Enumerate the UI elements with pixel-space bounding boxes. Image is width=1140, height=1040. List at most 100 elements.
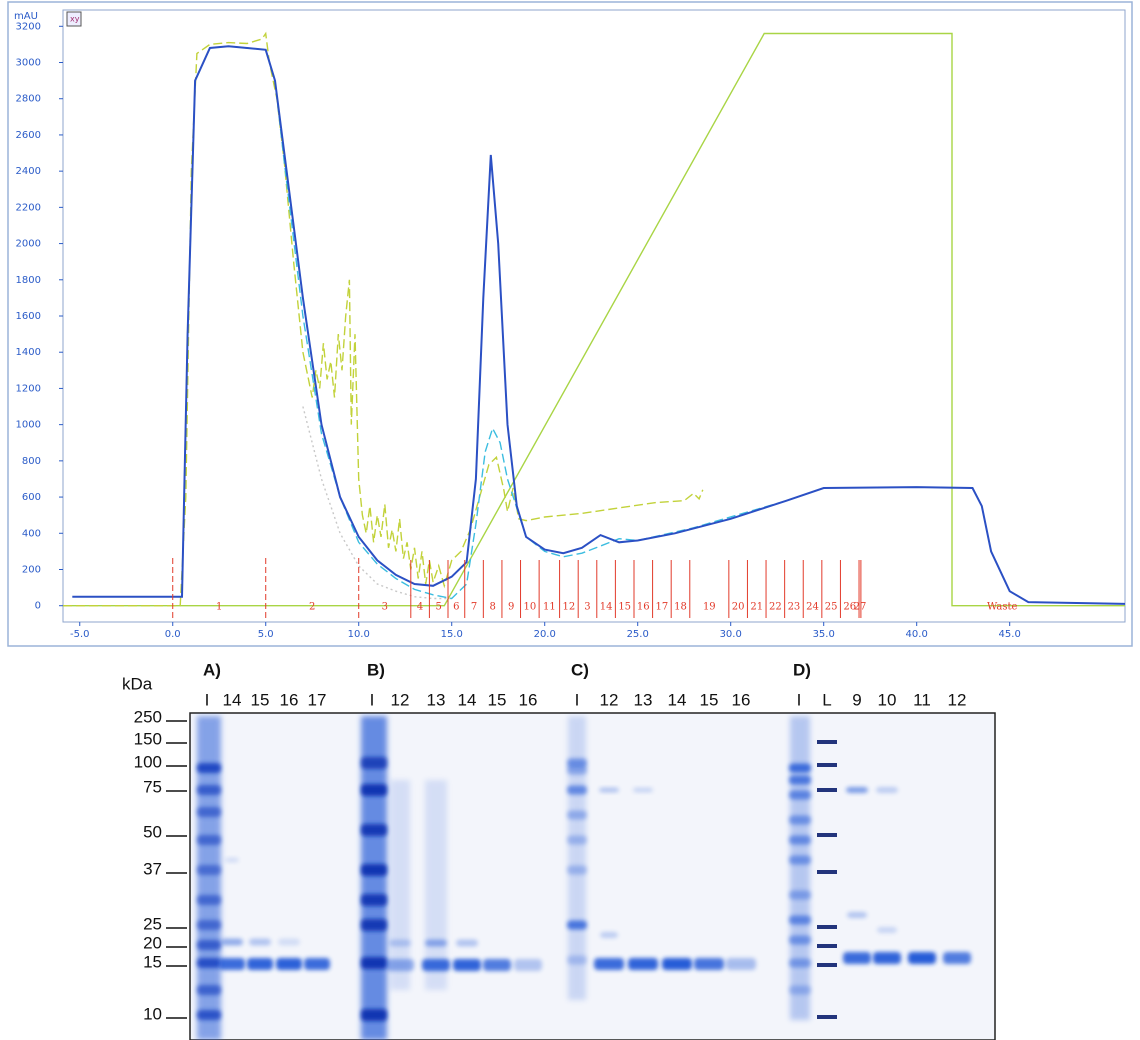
gel-band (197, 763, 221, 773)
y-tick-label: 2600 (16, 130, 41, 141)
gel-band (197, 940, 221, 950)
gel-band (225, 857, 239, 863)
y-tick-label: 200 (22, 564, 41, 575)
mw-label: 37 (143, 859, 162, 878)
gel-band (567, 835, 587, 845)
fraction-label: 4 (417, 602, 423, 613)
lane-label: 15 (488, 690, 507, 709)
toolbar-icon-glyph: xy (70, 15, 80, 24)
fraction-label: 1 (216, 602, 222, 613)
panel-label: C) (571, 660, 589, 679)
fraction-label: 7 (471, 602, 477, 613)
gel-band (843, 952, 871, 964)
fraction-label: 16 (637, 602, 650, 613)
gel-band (361, 757, 387, 769)
gel-smear (425, 780, 447, 990)
panel-label: D) (793, 660, 811, 679)
lane-label: 16 (732, 690, 751, 709)
toolbar-icon[interactable] (66, 11, 82, 27)
lane-label: L (822, 690, 831, 709)
fraction-label: 26 (843, 602, 856, 613)
x-tick-label: 40.0 (906, 629, 928, 640)
lane-label: 14 (223, 690, 242, 709)
y-tick-label: 800 (22, 456, 41, 467)
y-tick-label: 0 (35, 601, 41, 612)
gel-band (662, 958, 692, 970)
lane-label: 13 (427, 690, 446, 709)
gel-band (877, 927, 897, 933)
y-tick-label: 400 (22, 528, 41, 539)
x-tick-label: 30.0 (720, 629, 742, 640)
y-tick-label: 1600 (16, 311, 41, 322)
gel-bands (197, 716, 971, 1040)
gel-band (456, 939, 478, 947)
x-tick-label: -5.0 (70, 629, 90, 640)
gel-frame (189, 712, 996, 1040)
gel-band (514, 959, 542, 971)
lane-label: 12 (600, 690, 619, 709)
gel-band (197, 835, 221, 845)
gel-band (789, 775, 811, 785)
gel-band (453, 959, 481, 971)
panel-label: A) (203, 660, 221, 679)
gel-band (361, 824, 387, 836)
fraction-label: 21 (750, 602, 763, 613)
lane-label: 16 (519, 690, 538, 709)
ladder-band (817, 740, 837, 744)
gel-band (197, 1010, 221, 1020)
mw-label: 100 (134, 752, 162, 771)
fraction-label: 6 (453, 602, 459, 613)
lane-label: 17 (308, 690, 327, 709)
y-tick-label: 1400 (16, 347, 41, 358)
ladder-band (817, 1015, 837, 1019)
ladder-band (817, 788, 837, 792)
mw-label: 150 (134, 729, 162, 748)
gel-band (483, 959, 511, 971)
gel-band (789, 985, 811, 995)
y-tick-label: 3000 (16, 58, 41, 69)
plot-area (62, 9, 1126, 623)
y-tick-label: 3200 (16, 21, 41, 32)
gel-band (789, 855, 811, 865)
gel-band (694, 958, 724, 970)
gel-band (567, 920, 587, 930)
gel-band (567, 955, 587, 965)
x-tick-label: 5.0 (258, 629, 274, 640)
gel-band (422, 959, 450, 971)
y-axis-label: mAU (14, 11, 38, 22)
mw-label: 75 (143, 777, 162, 796)
lane-label: 16 (280, 690, 299, 709)
mw-label: 10 (143, 1004, 162, 1023)
lane-label: 11 (913, 690, 931, 709)
gel-band (361, 784, 387, 796)
fraction-label: 19 (703, 602, 716, 613)
series-line (63, 32, 1125, 607)
series-line (302, 406, 452, 600)
gel-band (628, 958, 658, 970)
fraction-label: 17 (656, 602, 669, 613)
fraction-label: 5 (436, 602, 442, 613)
gel-band (567, 765, 587, 775)
lane-label: 13 (634, 690, 653, 709)
lane-label: 12 (391, 690, 410, 709)
gel-band (249, 938, 271, 946)
gel-band (789, 915, 811, 925)
y-tick-label: 1200 (16, 383, 41, 394)
y-tick-label: 2000 (16, 239, 41, 250)
ladder-band (817, 833, 837, 837)
fraction-label: 23 (788, 602, 801, 613)
gel-band (361, 894, 387, 906)
gel-unit: kDa (122, 674, 153, 693)
ladder-band (817, 925, 837, 929)
lane-label: 15 (700, 690, 719, 709)
fraction-label: 18 (674, 602, 687, 613)
gel-band (567, 865, 587, 875)
mw-label: 20 (143, 933, 162, 952)
lane-label: 9 (852, 690, 861, 709)
gel-band (789, 890, 811, 900)
gel-band (600, 932, 618, 938)
gel-band (789, 958, 811, 968)
lane-label: I (370, 690, 375, 709)
lane-label: I (797, 690, 802, 709)
